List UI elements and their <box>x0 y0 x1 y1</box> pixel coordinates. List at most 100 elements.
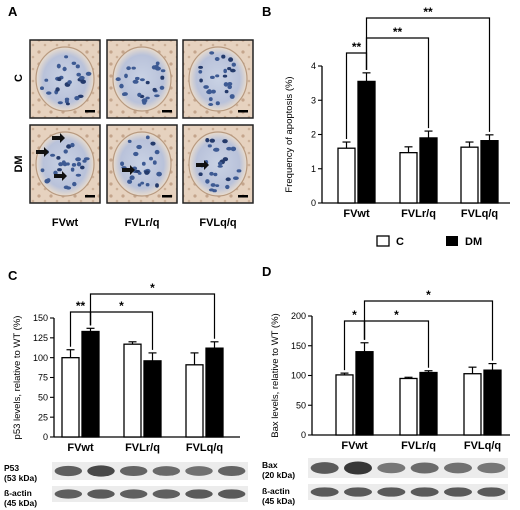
x-tick-label: FVLq/q <box>461 208 498 220</box>
blot-label-p53-kda: (53 kDa) <box>4 473 37 483</box>
legend-label-dm: DM <box>465 236 482 248</box>
blot-band <box>152 489 181 499</box>
nucleus <box>233 176 239 180</box>
nucleus <box>63 149 68 154</box>
y-tick-label: 50 <box>38 393 48 403</box>
significance-label: * <box>150 281 155 295</box>
nucleus <box>213 172 218 177</box>
y-tick-label: 100 <box>291 371 306 381</box>
nucleus <box>135 76 140 81</box>
nucleus <box>230 146 237 152</box>
significance-bracket <box>363 300 494 361</box>
nucleus <box>221 54 226 59</box>
nucleus <box>62 66 67 72</box>
nucleus <box>160 69 166 73</box>
nucleus <box>119 83 124 89</box>
nucleus <box>211 89 216 94</box>
x-tick-label: FVLq/q <box>464 440 501 452</box>
nucleus <box>126 66 131 71</box>
panel-letter-d: D <box>262 264 271 279</box>
significance-label: ** <box>352 40 362 54</box>
nucleus <box>225 177 231 182</box>
y-tick-label: 25 <box>38 412 48 422</box>
y-tick-label: 0 <box>311 198 316 208</box>
blot-band <box>217 489 246 499</box>
nucleus <box>139 78 145 82</box>
y-tick-label: 125 <box>33 333 48 343</box>
nucleus <box>57 101 63 105</box>
blot-band <box>87 465 115 477</box>
chart-p53: 0 25 50 75 100 125 150 p53 levels, relative to … <box>12 281 240 454</box>
nucleus <box>62 160 66 164</box>
column-label-fvlqq: FVLq/q <box>199 217 236 229</box>
nucleus <box>155 183 159 188</box>
nucleus <box>230 68 236 73</box>
micrograph-grid <box>29 39 254 204</box>
nucleus <box>137 92 142 97</box>
blot-band <box>185 466 213 476</box>
nucleus <box>208 97 213 102</box>
nucleus <box>127 139 132 143</box>
nucleus <box>64 55 69 59</box>
legend: C DM <box>376 235 482 248</box>
blot-band <box>377 487 406 497</box>
nucleus <box>66 162 70 166</box>
nucleus <box>210 183 216 187</box>
nucleus <box>57 77 62 82</box>
blot-band <box>54 489 83 499</box>
y-tick-label: 1 <box>311 164 316 174</box>
bar-dm <box>483 369 502 436</box>
nucleus <box>129 175 135 180</box>
significance-label: * <box>394 308 399 322</box>
nucleus <box>217 161 223 166</box>
panel-letter-c: C <box>8 268 18 283</box>
y-axis-label: Bax levels, relative to WT (%) <box>270 313 281 437</box>
nucleus <box>55 87 60 92</box>
nucleus <box>215 184 220 188</box>
y-axis-label: Frequency of apoptosis (%) <box>284 76 295 192</box>
chart-bax: 0 50 100 150 200 Bax levels, relative to WT (… <box>270 288 510 452</box>
nucleus <box>229 94 235 99</box>
blot-label-bax-kda: (20 kDa) <box>262 470 295 480</box>
nucleus <box>212 189 217 193</box>
x-tick-label: FVLr/q <box>401 208 436 220</box>
blot-band <box>377 462 406 474</box>
nucleus <box>227 84 232 90</box>
nucleus <box>115 77 121 82</box>
arrow-icon <box>36 147 49 157</box>
blot-band <box>217 465 246 477</box>
blot-band <box>119 465 148 477</box>
nucleus <box>71 61 77 65</box>
nucleus <box>209 51 215 55</box>
bar-dm <box>419 137 438 204</box>
nucleus <box>150 141 156 146</box>
bar-control <box>61 357 80 438</box>
legend-swatch-dm <box>446 236 458 246</box>
legend-swatch-control <box>376 235 390 247</box>
nucleus <box>120 161 125 167</box>
nucleus <box>71 163 77 167</box>
blot-band <box>310 487 339 497</box>
nucleus <box>207 144 212 148</box>
bar-control <box>399 152 418 204</box>
x-tick-label: FVwt <box>67 442 94 454</box>
nucleus <box>76 72 81 77</box>
x-tick-label: FVwt <box>343 208 370 220</box>
nucleus <box>144 170 150 175</box>
arrow-icon <box>122 165 135 175</box>
arrow-icon <box>52 133 65 143</box>
nucleus <box>154 64 159 68</box>
bar-control <box>399 377 418 436</box>
nucleus <box>231 62 236 67</box>
blot-label-actin-c: ß-actin <box>4 488 32 498</box>
y-tick-label: 200 <box>291 311 306 321</box>
blot-band <box>87 489 115 499</box>
nucleus <box>213 147 219 152</box>
nucleus <box>156 171 162 177</box>
blot-band <box>344 461 372 475</box>
nucleus <box>63 185 69 190</box>
nucleus <box>227 67 232 71</box>
nucleus <box>56 156 61 160</box>
nucleus <box>145 80 150 85</box>
